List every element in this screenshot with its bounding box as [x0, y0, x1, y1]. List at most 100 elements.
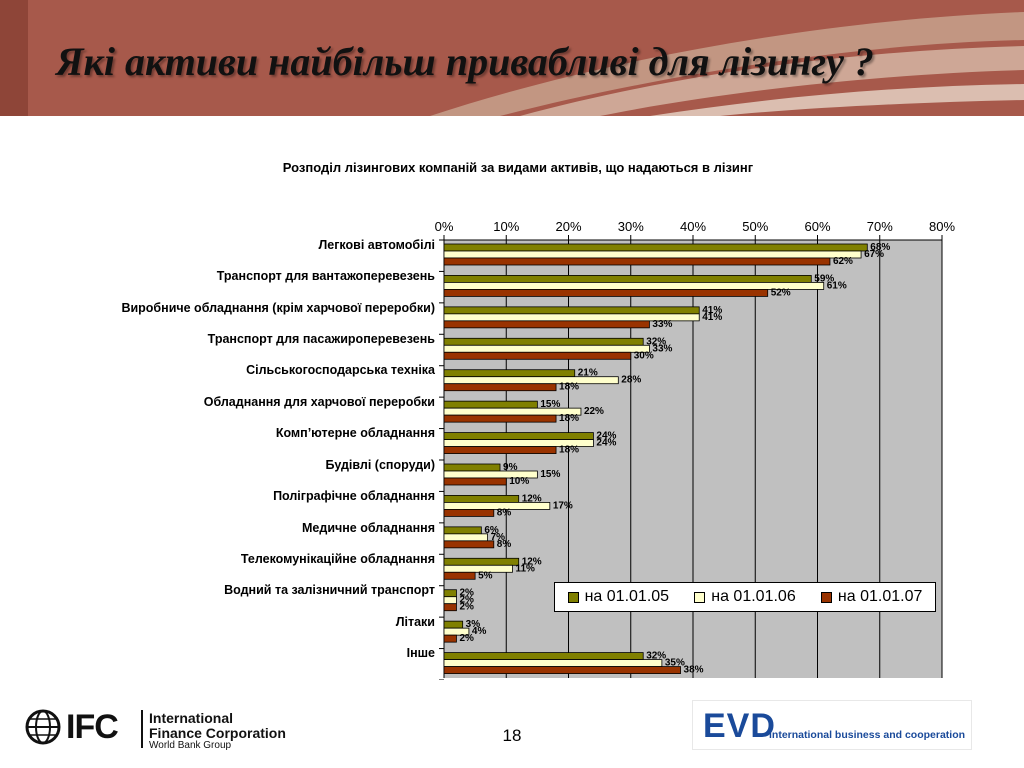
category-label: Сільськогосподарська техніка [246, 363, 435, 378]
category-label: Виробниче обладнання (крім харчової пере… [121, 300, 435, 315]
data-label: 8% [497, 539, 512, 550]
data-label: 18% [559, 413, 579, 424]
bar [443, 557, 520, 566]
data-label: 3% [466, 619, 481, 630]
header-swoosh-decoration [0, 0, 1024, 116]
category-label: Телекомунікаційне обладнання [240, 552, 435, 566]
bar-chart: 68%67%62%59%61%52%41%41%33%32%33%30%21%2… [439, 235, 943, 680]
data-label: 4% [472, 626, 487, 637]
evd-logo-letters: EVD [703, 707, 776, 745]
evd-slogan: international business and cooperation [769, 729, 966, 741]
bar [443, 495, 520, 503]
category-label: Транспорт для вантажоперевезень [216, 269, 435, 284]
legend-item: на 01.01.07 [820, 588, 923, 606]
data-label: 62% [833, 256, 853, 267]
category-label: Медичне обладнання [302, 520, 435, 535]
category-label: Транспорт для пасажироперевезень [207, 332, 435, 346]
x-tick-label: 10% [493, 219, 520, 234]
data-label: 33% [652, 343, 672, 354]
data-label: 67% [864, 249, 884, 260]
bar [443, 289, 769, 297]
data-label: 15% [540, 399, 560, 410]
ifc-logo-divider [141, 710, 143, 748]
data-label: 9% [503, 462, 518, 473]
data-label: 32% [646, 336, 666, 347]
category-label: Обладнання для харчової переробки [203, 394, 435, 409]
evd-logo: EVD international business and cooperati… [692, 700, 972, 750]
bar [443, 344, 650, 353]
header-banner: Які активи найбільш привабливі для лізин… [0, 0, 1024, 116]
bar [443, 446, 557, 454]
bar [443, 306, 700, 315]
chart-panel: Розподіл лізингових компаній за видами а… [64, 152, 972, 680]
ifc-name-line2: Finance Corporation [149, 725, 286, 741]
ifc-logo: IFC International Finance Corporation Wo… [24, 706, 324, 752]
bar [443, 620, 464, 629]
data-label: 10% [509, 476, 529, 487]
bar [443, 463, 501, 472]
chart-title: Розподіл лізингових компаній за видами а… [282, 160, 754, 175]
x-tick-label: 80% [928, 219, 956, 234]
bar [443, 652, 644, 660]
data-label: 33% [652, 319, 672, 330]
x-tick-label: 20% [555, 219, 582, 234]
data-label: 21% [578, 368, 598, 379]
data-label: 24% [596, 431, 616, 442]
ifc-name-line3: World Bank Group [149, 740, 232, 751]
legend-swatch [567, 591, 579, 603]
bar [443, 666, 681, 674]
ifc-logo-letters: IFC [66, 708, 119, 746]
category-label: Поліграфічне обладнання [273, 489, 435, 504]
legend-swatch [694, 591, 706, 603]
legend-label: на 01.01.07 [837, 588, 923, 605]
data-label: 15% [540, 469, 560, 480]
data-label: 18% [559, 445, 579, 456]
bar [443, 337, 644, 346]
bar [443, 400, 538, 409]
data-label: 12% [522, 556, 542, 567]
bar [443, 589, 457, 598]
data-label: 28% [621, 375, 641, 386]
data-label: 59% [814, 273, 834, 284]
bar [443, 351, 632, 360]
data-label: 17% [553, 500, 573, 511]
bar [443, 564, 513, 573]
bar [443, 509, 495, 517]
category-label: Будівлі (споруди) [325, 457, 435, 472]
x-tick-label: 0% [434, 219, 454, 234]
x-tick-label: 30% [617, 219, 644, 234]
data-label: 2% [459, 595, 474, 606]
data-label: 2% [459, 633, 474, 644]
legend-label: на 01.01.05 [584, 588, 670, 605]
bar [443, 243, 868, 252]
bar [443, 376, 619, 385]
bar [443, 257, 831, 266]
category-label: Літаки [395, 614, 435, 629]
bar [443, 282, 825, 290]
data-label: 6% [484, 525, 499, 536]
bar [443, 659, 663, 667]
data-label: 11% [515, 563, 535, 574]
legend-item: на 01.01.06 [694, 588, 796, 606]
category-label: Комп’ютерне обладнання [275, 426, 435, 441]
bar [443, 275, 812, 283]
data-label: 38% [684, 665, 704, 676]
bar [443, 383, 557, 392]
data-label: 2% [459, 588, 474, 599]
ifc-name-line1: International [149, 710, 234, 726]
legend-label: на 01.01.06 [711, 588, 796, 605]
bar [443, 571, 476, 580]
data-label: 41% [702, 312, 722, 323]
data-label: 61% [827, 280, 847, 291]
bar [443, 596, 457, 605]
chart-legend: на 01.01.05 на 01.01.06 на 01.01.07 [554, 582, 936, 612]
bar [443, 540, 495, 549]
bar [443, 526, 482, 535]
data-label: 32% [646, 651, 666, 662]
page-number: 18 [502, 726, 522, 745]
x-tick-label: 60% [804, 219, 831, 234]
data-label: 12% [522, 493, 542, 504]
bar [443, 533, 488, 542]
bar [443, 502, 551, 510]
category-label: Інше [406, 646, 435, 661]
